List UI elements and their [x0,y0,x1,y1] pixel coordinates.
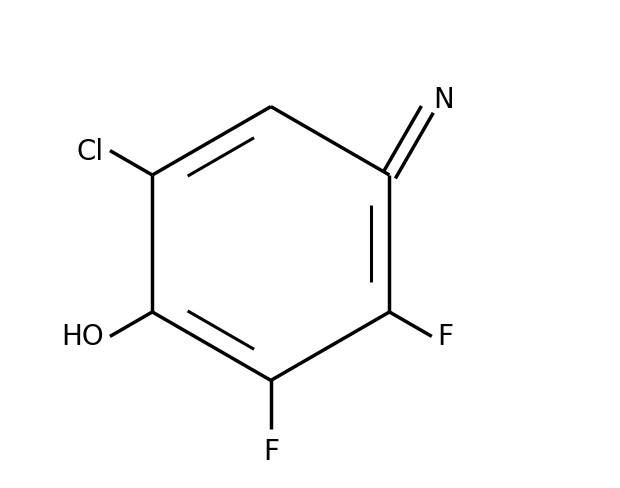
Text: HO: HO [61,323,104,351]
Text: N: N [433,85,454,114]
Text: Cl: Cl [77,137,104,165]
Text: F: F [438,323,454,351]
Text: F: F [263,437,279,465]
